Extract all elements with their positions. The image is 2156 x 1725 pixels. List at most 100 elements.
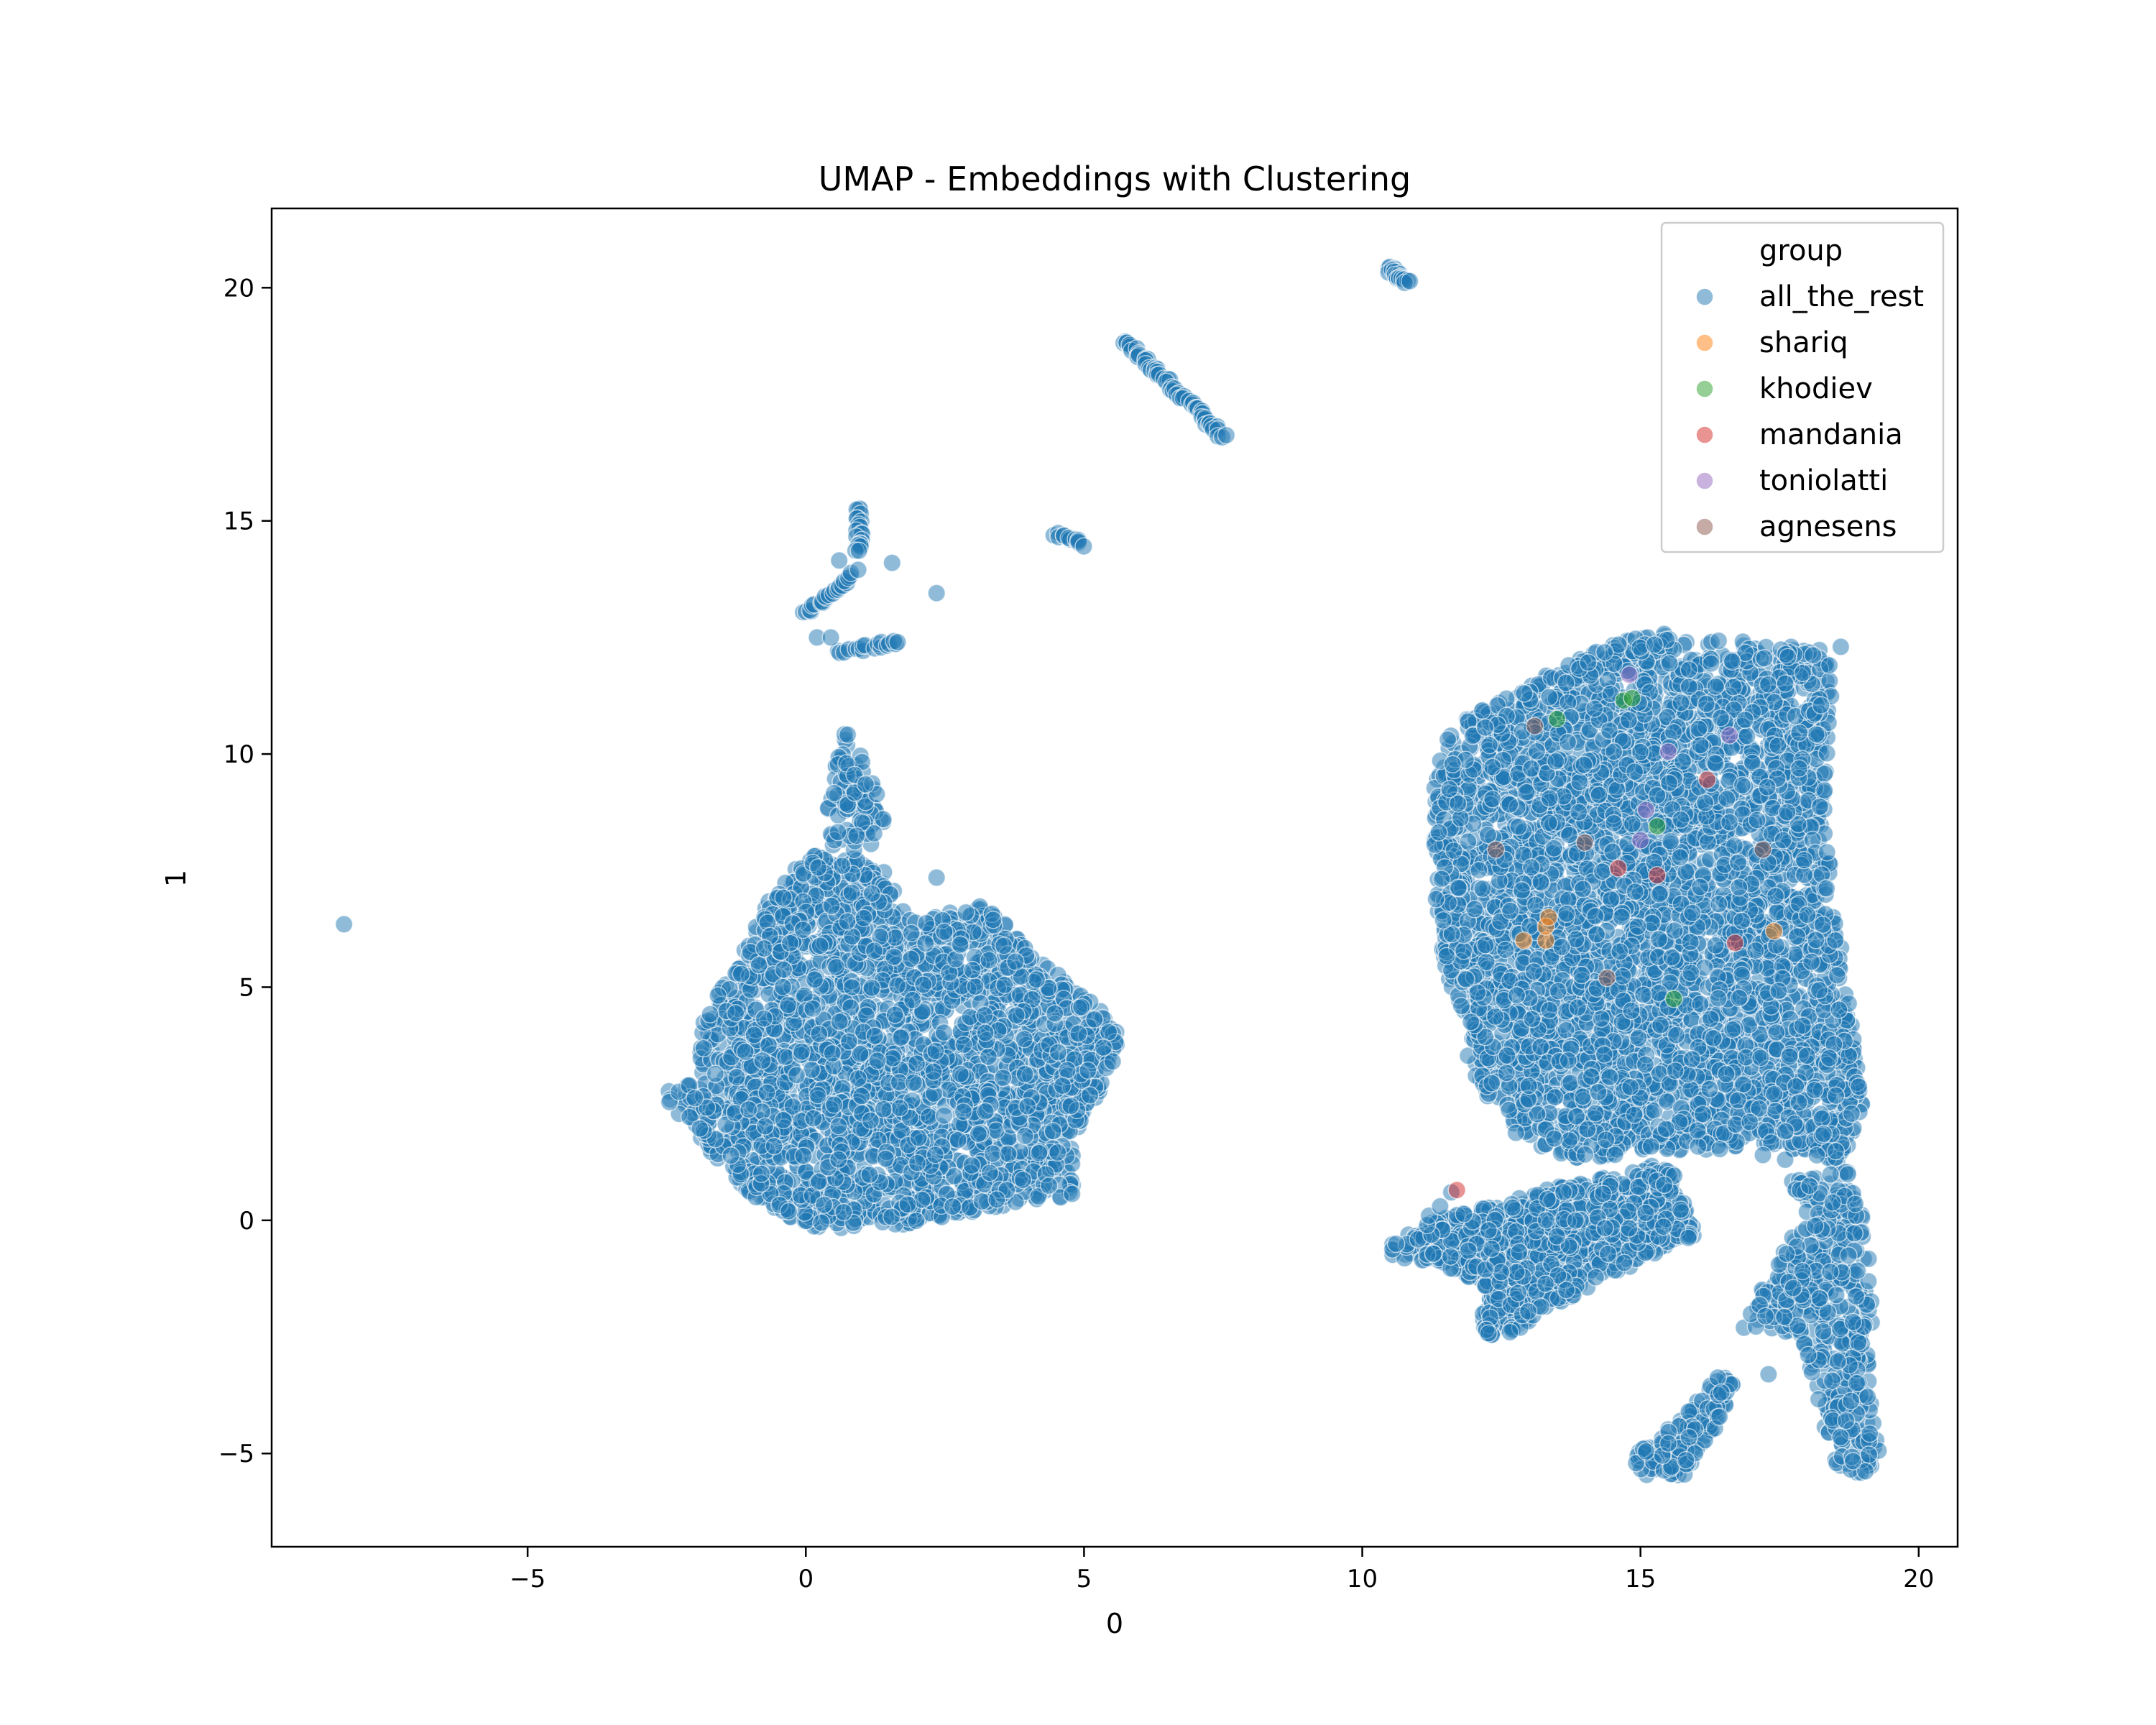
point-all_the_rest (829, 822, 847, 842)
point-all_the_rest (1007, 1006, 1026, 1025)
point-all_the_rest (1018, 1097, 1037, 1116)
point-all_the_rest (792, 1042, 811, 1061)
point-all_the_rest (852, 1087, 871, 1105)
point-all_the_rest (865, 941, 884, 960)
point-all_the_rest (805, 970, 824, 989)
point-all_the_rest (934, 1106, 954, 1125)
point-all_the_rest (829, 1150, 848, 1169)
point-all_the_rest (834, 1202, 853, 1222)
point-all_the_rest (739, 1100, 758, 1119)
point-all_the_rest (1006, 952, 1025, 971)
point-all_the_rest (774, 960, 793, 979)
point-all_the_rest (745, 1026, 763, 1044)
point-all_the_rest (824, 783, 844, 803)
point-all_the_rest (865, 1026, 884, 1046)
point-all_the_rest (732, 965, 751, 983)
point-all_the_rest (1080, 1086, 1100, 1105)
point-all_the_rest (1438, 730, 1457, 749)
point-all_the_rest (943, 1197, 962, 1216)
point-all_the_rest (908, 1154, 927, 1172)
point-all_the_rest (824, 1095, 844, 1114)
point-all_the_rest (1079, 1061, 1097, 1080)
point-all_the_rest (755, 1009, 774, 1028)
point-all_the_rest (1027, 970, 1046, 989)
point-all_the_rest (776, 1047, 795, 1067)
point-all_the_rest (854, 908, 873, 928)
point-all_the_rest (993, 1068, 1013, 1087)
point-all_the_rest (995, 975, 1014, 995)
point-all_the_rest (1015, 1064, 1034, 1084)
point-all_the_rest (1099, 1023, 1118, 1041)
points-layer (334, 257, 1888, 1485)
series-all_the_rest (334, 257, 1888, 1485)
point-all_the_rest (1094, 1038, 1113, 1057)
point-all_the_rest (954, 1102, 973, 1121)
point-all_the_rest (808, 1085, 827, 1105)
point-all_the_rest (803, 999, 822, 1018)
point-all_the_rest (1045, 1004, 1064, 1023)
point-all_the_rest (1044, 1122, 1062, 1141)
point-all_the_rest (951, 935, 969, 954)
point-all_the_rest (780, 934, 800, 953)
point-all_the_rest (1058, 1061, 1077, 1080)
point-all_the_rest (842, 883, 861, 902)
point-all_the_rest (917, 914, 936, 933)
point-all_the_rest (874, 809, 893, 829)
point-all_the_rest (954, 1035, 973, 1054)
point-all_the_rest (860, 1165, 879, 1184)
point-all_the_rest (913, 975, 933, 994)
point-all_the_rest (962, 1156, 981, 1175)
point-all_the_rest (833, 856, 852, 875)
point-all_the_rest (888, 976, 907, 995)
point-all_the_rest (812, 1213, 831, 1232)
point-all_the_rest (1030, 1144, 1049, 1163)
point-all_the_rest (868, 1052, 887, 1070)
point-all_the_rest (903, 990, 922, 1010)
point-all_the_rest (757, 1083, 776, 1102)
point-all_the_rest (890, 1098, 909, 1118)
point-all_the_rest (779, 1202, 798, 1221)
point-all_the_rest (909, 1128, 928, 1147)
point-all_the_rest (994, 937, 1013, 955)
point-all_the_rest (1069, 1024, 1088, 1043)
point-all_the_rest (765, 1136, 783, 1156)
point-all_the_rest (983, 1144, 1003, 1163)
point-all_the_rest (839, 1032, 859, 1051)
point-all_the_rest (787, 1066, 806, 1085)
point-all_the_rest (963, 960, 982, 980)
point-all_the_rest (686, 1089, 704, 1108)
point-all_the_rest (926, 1146, 945, 1164)
point-all_the_rest (885, 947, 903, 966)
point-all_the_rest (793, 920, 813, 939)
point-all_the_rest (814, 1195, 834, 1214)
point-all_the_rest (808, 858, 828, 877)
point-all_the_rest (980, 951, 998, 970)
point-all_the_rest (987, 1121, 1005, 1140)
point-all_the_rest (1085, 1010, 1104, 1029)
point-all_the_rest (811, 937, 829, 955)
point-all_the_rest (755, 939, 774, 958)
point-all_the_rest (847, 827, 866, 845)
point-all_the_rest (774, 1110, 793, 1130)
point-all_the_rest (904, 1073, 923, 1092)
point-all_the_rest (979, 1047, 998, 1066)
point-all_the_rest (1820, 656, 1839, 675)
point-all_the_rest (1062, 1184, 1082, 1203)
point-all_the_rest (753, 1051, 772, 1070)
point-all_the_rest (774, 888, 793, 907)
point-all_the_rest (1013, 1170, 1033, 1190)
point-all_the_rest (838, 725, 857, 744)
point-all_the_rest (773, 978, 793, 996)
point-all_the_rest (862, 884, 881, 903)
point-all_the_rest (709, 986, 727, 1005)
point-all_the_rest (694, 1039, 713, 1058)
point-all_the_rest (966, 977, 985, 996)
point-all_the_rest (969, 1124, 988, 1144)
point-all_the_rest (1072, 998, 1091, 1016)
point-all_the_rest (949, 1131, 967, 1149)
point-all_the_rest (1015, 1126, 1035, 1146)
point-all_the_rest (752, 1164, 771, 1183)
point-all_the_rest (987, 1190, 1006, 1209)
point-all_the_rest (907, 1054, 926, 1073)
point-all_the_rest (1061, 1096, 1080, 1116)
